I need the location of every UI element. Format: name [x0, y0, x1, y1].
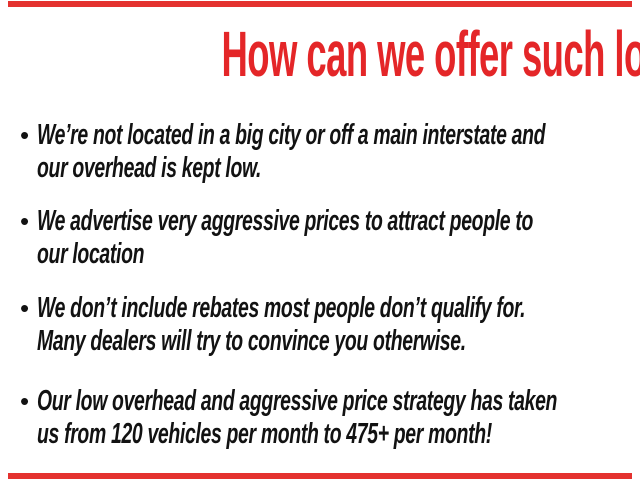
bullet-item-3: • We don’t include rebates most people d… — [20, 292, 640, 358]
bottom-border-bar — [8, 473, 632, 479]
bullet-text: We advertise very aggressive prices to a… — [37, 205, 533, 271]
bullet-dot-icon: • — [20, 293, 30, 323]
bullet-line: our overhead is kept low. — [37, 152, 262, 184]
bullet-text: We’re not located in a big city or off a… — [37, 119, 546, 185]
bullet-item-1: • We’re not located in a big city or off… — [20, 119, 640, 185]
bullet-dot-icon: • — [20, 120, 30, 150]
bullet-line: We don’t include rebates most people don… — [37, 292, 526, 324]
page-title-text: How can we offer such low prices? — [221, 18, 640, 90]
bullet-item-2: • We advertise very aggressive prices to… — [20, 205, 640, 271]
bullet-line: We’re not located in a big city or off a… — [37, 119, 546, 151]
bullet-dot-icon: • — [20, 386, 30, 416]
bullet-line: our location — [37, 238, 145, 270]
bullet-line: us from 120 vehicles per month to 475+ p… — [37, 418, 492, 450]
bullet-item-4: • Our low overhead and aggressive price … — [20, 385, 640, 451]
bullet-line: Our low overhead and aggressive price st… — [37, 385, 558, 417]
bullet-line: Many dealers will try to convince you ot… — [37, 325, 466, 357]
top-border-bar — [8, 1, 632, 7]
bullet-dot-icon: • — [20, 206, 30, 236]
page-title: How can we offer such low prices? — [0, 22, 640, 86]
bullet-line: We advertise very aggressive prices to a… — [37, 205, 533, 237]
bullet-text: We don’t include rebates most people don… — [37, 292, 526, 358]
bullet-text: Our low overhead and aggressive price st… — [37, 385, 557, 451]
